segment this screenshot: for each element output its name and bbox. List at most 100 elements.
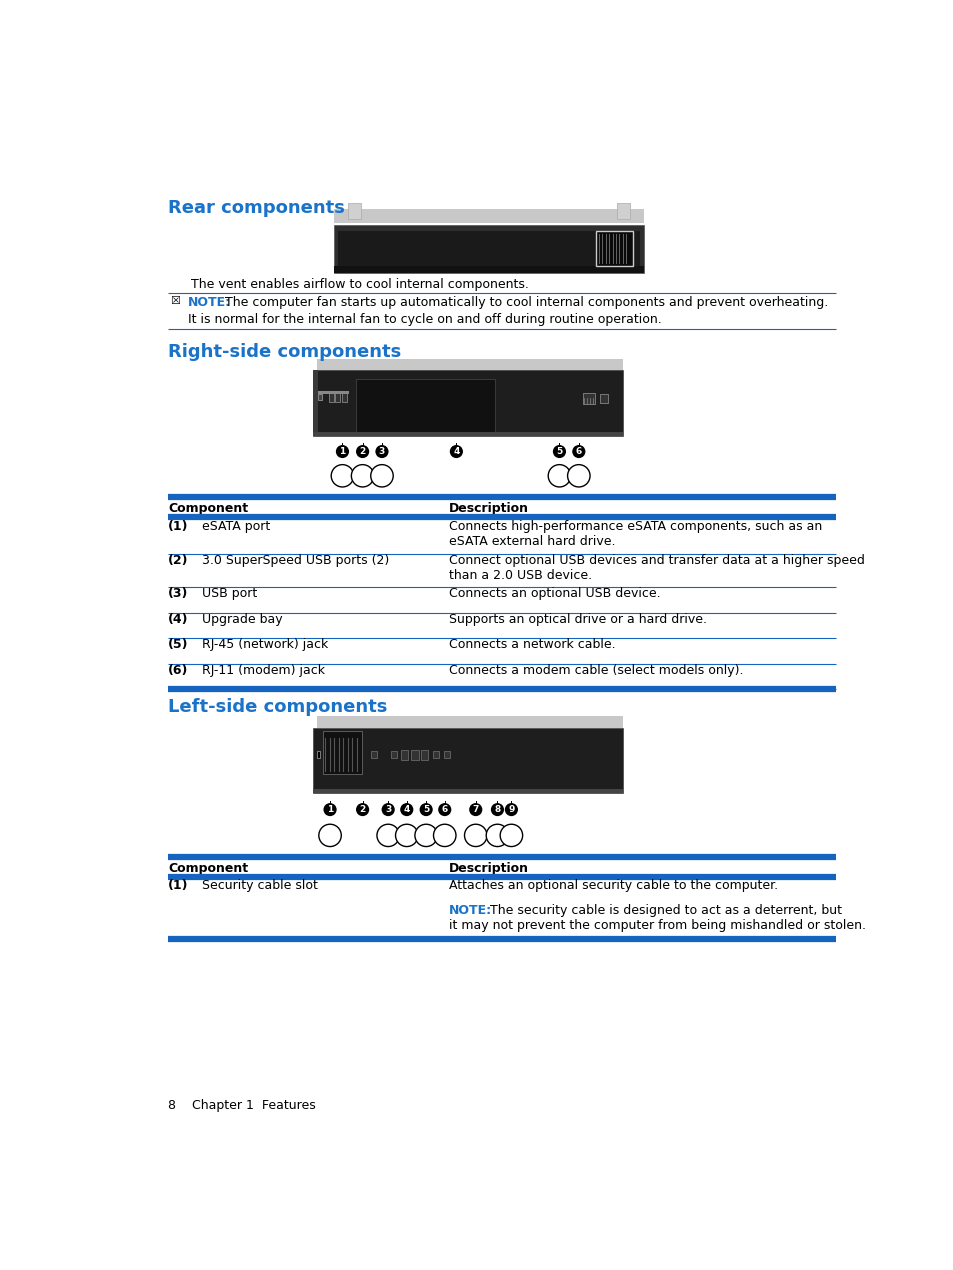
Text: Rear components: Rear components (168, 198, 345, 217)
Text: 7: 7 (472, 805, 478, 814)
Circle shape (572, 444, 585, 458)
Circle shape (335, 444, 349, 458)
Circle shape (376, 824, 399, 847)
Circle shape (395, 824, 417, 847)
Text: (1): (1) (168, 519, 189, 532)
Text: Attaches an optional security cable to the computer.: Attaches an optional security cable to t… (448, 879, 777, 893)
Bar (400, 749, 408, 759)
Text: (6): (6) (168, 664, 189, 677)
Text: Upgrade bay: Upgrade bay (202, 613, 282, 626)
Circle shape (318, 824, 341, 847)
Bar (371, 751, 377, 758)
Text: (4): (4) (168, 613, 189, 626)
Circle shape (486, 824, 508, 847)
Bar (313, 789, 622, 792)
Bar (313, 728, 622, 792)
Text: 5: 5 (422, 805, 429, 814)
Text: 6: 6 (575, 447, 581, 456)
Circle shape (323, 803, 336, 817)
Circle shape (553, 444, 565, 458)
Text: 1: 1 (327, 805, 333, 814)
Circle shape (504, 803, 517, 817)
Text: 6: 6 (441, 805, 447, 814)
Text: RJ-45 (network) jack: RJ-45 (network) jack (202, 639, 328, 652)
Text: (2): (2) (168, 554, 189, 566)
Text: Connect optional USB devices and transfer data at a higher speed
than a 2.0 USB : Connect optional USB devices and transfe… (448, 554, 863, 582)
Circle shape (375, 444, 388, 458)
Bar (313, 371, 622, 436)
Text: (1): (1) (168, 879, 189, 893)
Circle shape (351, 465, 374, 486)
Text: NOTE:: NOTE: (188, 296, 232, 309)
Bar (316, 752, 319, 758)
Circle shape (548, 465, 570, 486)
Bar (599, 394, 607, 403)
Bar (582, 392, 595, 404)
Circle shape (355, 803, 369, 817)
Bar (334, 210, 643, 224)
Text: 8    Chapter 1  Features: 8 Chapter 1 Features (168, 1099, 315, 1111)
Text: Description: Description (448, 502, 528, 514)
Text: 4: 4 (403, 805, 410, 814)
Text: (5): (5) (168, 639, 189, 652)
Text: Security cable slot: Security cable slot (202, 879, 317, 893)
Text: ☒: ☒ (170, 296, 179, 306)
Bar (316, 358, 622, 371)
Bar (328, 392, 334, 401)
Text: 4: 4 (453, 447, 459, 456)
Text: Left-side components: Left-side components (168, 697, 387, 715)
Bar (335, 392, 339, 401)
Text: Connects high-performance eSATA components, such as an
eSATA external hard drive: Connects high-performance eSATA componen… (448, 519, 821, 547)
Circle shape (399, 803, 413, 817)
Circle shape (415, 824, 436, 847)
Text: The vent enables airflow to cool internal components.: The vent enables airflow to cool interna… (192, 278, 529, 291)
Circle shape (499, 824, 522, 847)
Bar (313, 371, 317, 436)
Circle shape (433, 824, 456, 847)
Text: 2: 2 (359, 805, 365, 814)
Bar (443, 751, 450, 758)
Bar (317, 394, 322, 400)
Bar (596, 231, 633, 265)
Bar (323, 732, 361, 773)
Text: The security cable is designed to act as a deterrent, but: The security cable is designed to act as… (489, 904, 841, 917)
Text: 2: 2 (359, 447, 365, 456)
Text: 1: 1 (339, 447, 345, 456)
Text: Connects a network cable.: Connects a network cable. (448, 639, 615, 652)
Text: Description: Description (448, 861, 528, 875)
Bar (334, 265, 643, 273)
Text: Connects a modem cable (select models only).: Connects a modem cable (select models on… (448, 664, 742, 677)
Circle shape (567, 465, 590, 486)
Text: 3: 3 (385, 805, 391, 814)
Circle shape (371, 465, 393, 486)
Text: USB port: USB port (202, 588, 257, 601)
Bar (337, 231, 639, 265)
Text: Component: Component (168, 502, 248, 514)
Bar (391, 751, 397, 758)
Text: 5: 5 (556, 447, 562, 456)
Circle shape (331, 465, 354, 486)
Text: RJ-11 (modem) jack: RJ-11 (modem) jack (202, 664, 325, 677)
Bar (433, 751, 439, 758)
Circle shape (491, 803, 503, 817)
Bar (317, 391, 348, 394)
Text: (3): (3) (168, 588, 189, 601)
Text: The computer fan starts up automatically to cool internal components and prevent: The computer fan starts up automatically… (225, 296, 828, 309)
Text: Supports an optical drive or a hard drive.: Supports an optical drive or a hard driv… (448, 613, 706, 626)
Bar (411, 749, 418, 759)
Circle shape (355, 444, 369, 458)
Bar (348, 203, 360, 218)
Bar (355, 378, 495, 433)
Text: eSATA port: eSATA port (202, 519, 270, 532)
Circle shape (381, 803, 395, 817)
Circle shape (449, 444, 462, 458)
Text: 3.0 SuperSpeed USB ports (2): 3.0 SuperSpeed USB ports (2) (202, 554, 389, 566)
Text: Component: Component (168, 861, 248, 875)
Circle shape (469, 803, 482, 817)
Text: NOTE:: NOTE: (448, 904, 491, 917)
Circle shape (464, 824, 486, 847)
Text: It is normal for the internal fan to cycle on and off during routine operation.: It is normal for the internal fan to cyc… (188, 314, 661, 326)
Text: it may not prevent the computer from being mishandled or stolen.: it may not prevent the computer from bei… (448, 919, 864, 932)
Bar (420, 749, 428, 759)
Text: Connects an optional USB device.: Connects an optional USB device. (448, 588, 659, 601)
